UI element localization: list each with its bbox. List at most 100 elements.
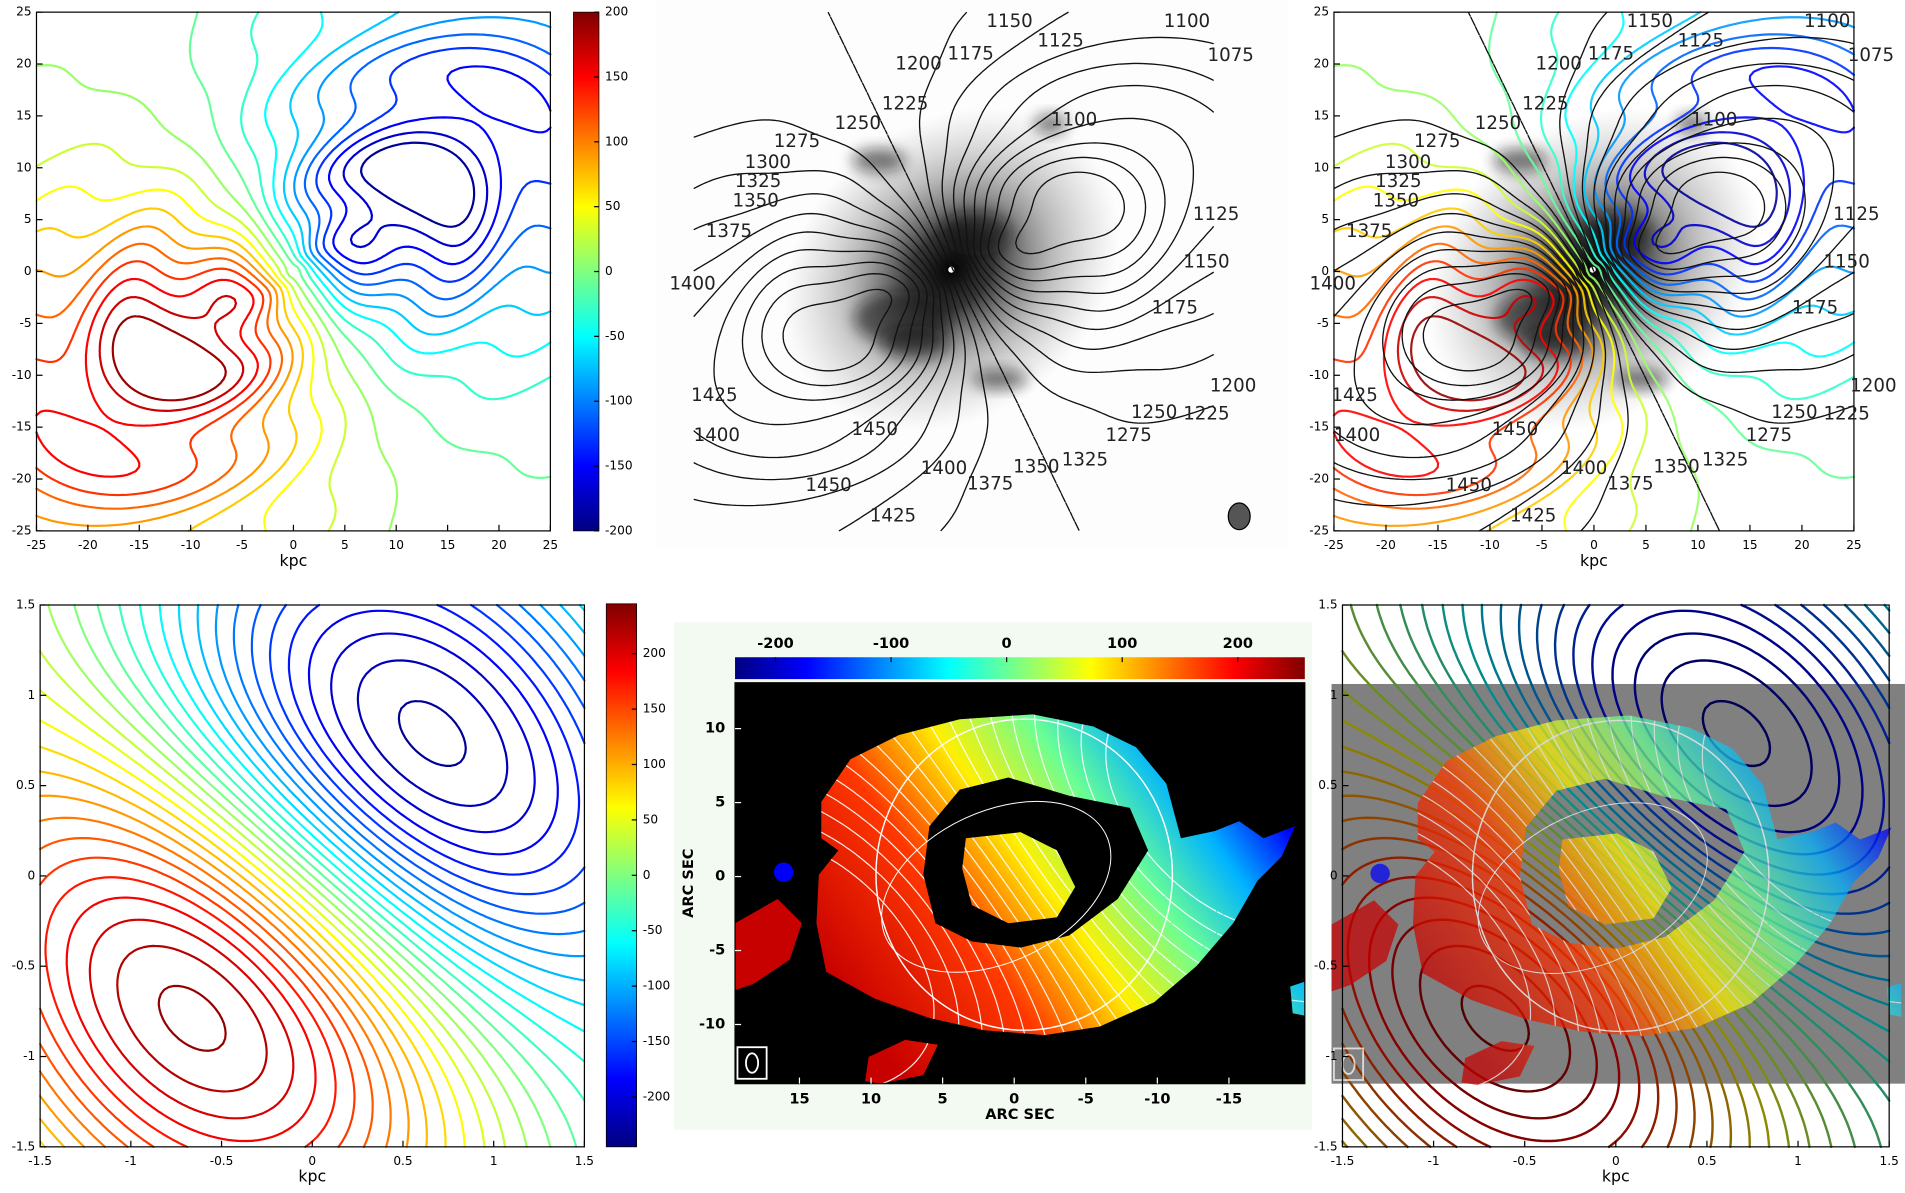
- galaxy-knot: [1033, 114, 1068, 134]
- contour-line: [1581, 11, 1855, 374]
- x-tick-label: 0.5: [393, 1154, 412, 1168]
- y-tick-label: -25: [12, 523, 32, 537]
- contour-line: [293, 16, 552, 318]
- colorbar-tick-label: -50: [643, 923, 663, 937]
- y-tick-label: 20: [1314, 57, 1329, 71]
- contour-line: [782, 288, 893, 372]
- contour-label: 1375: [706, 221, 752, 242]
- contour-line: [952, 36, 1214, 350]
- contour-line: [232, 603, 586, 936]
- contour-line: [268, 603, 586, 896]
- colorbar-tick-label: 200: [1223, 635, 1253, 652]
- contour-line: [157, 984, 227, 1052]
- velocity-region: [1370, 863, 1390, 884]
- contour-line: [963, 62, 1215, 331]
- contour-line: [1332, 260, 1572, 497]
- ring-overlay: [881, 800, 1112, 973]
- galaxy-knot: [880, 325, 949, 360]
- contour-line: [330, 632, 536, 834]
- contour-line: [1604, 33, 1856, 301]
- contour-line: [1593, 16, 1856, 318]
- contour-line: [240, 11, 552, 401]
- colorbar-tick-label: 100: [1107, 635, 1137, 652]
- x-tick-label: -20: [78, 538, 98, 552]
- colorbar-tick-label: -100: [605, 394, 633, 408]
- x-tick-label: 1: [1794, 1154, 1802, 1168]
- contour-line: [35, 242, 284, 510]
- contour-label: 1325: [1702, 449, 1748, 470]
- contour-label: 1100: [1691, 109, 1737, 130]
- contour-line: [177, 603, 586, 1007]
- contour-line: [941, 11, 1215, 374]
- colorbar: [735, 657, 1305, 680]
- x-tick-label: 0: [290, 538, 298, 552]
- contour-line: [713, 248, 928, 426]
- velocity-region: [1412, 715, 1892, 1037]
- contour-label: 1450: [805, 475, 851, 496]
- y-tick-label: 1: [28, 688, 36, 702]
- contour-line: [96, 603, 578, 1148]
- contour-line: [1410, 315, 1527, 402]
- contour-label: 1400: [1334, 425, 1380, 446]
- beam: [1227, 502, 1251, 531]
- y-tick-label: -20: [1309, 472, 1329, 486]
- y-tick-label: -0.5: [1314, 959, 1338, 973]
- x-tick-label: 1.5: [575, 1154, 594, 1168]
- beam-box: [736, 1046, 768, 1080]
- velocity-region: [1886, 982, 1902, 1017]
- y-tick-label: -5: [709, 942, 725, 959]
- contour-line: [35, 260, 272, 497]
- contour-line: [1332, 185, 1624, 532]
- y-tick-label: -25: [1309, 523, 1329, 537]
- contour-line: [250, 603, 586, 915]
- contour-line: [827, 11, 1080, 532]
- contour-line: [1396, 294, 1545, 412]
- contour-label: 1200: [1536, 53, 1582, 74]
- contour-line: [356, 659, 509, 808]
- contour-line: [303, 33, 552, 301]
- beam: [745, 1052, 760, 1074]
- x-tick-label: -0.5: [210, 1154, 234, 1168]
- y-tick-label: 25: [16, 5, 31, 19]
- contour-label: 1200: [895, 53, 941, 74]
- x-tick-label: 0: [1009, 1090, 1019, 1107]
- plot-frame: [734, 682, 1306, 1085]
- contour-label: 1250: [1475, 113, 1521, 134]
- x-axis-label: ARC SEC: [985, 1106, 1054, 1123]
- contour-label: 1225: [1183, 403, 1229, 424]
- contour-line: [1637, 156, 1787, 271]
- contour-label: 1325: [1062, 449, 1108, 470]
- contour-label: 1325: [1375, 171, 1421, 192]
- ring-overlay: [1477, 802, 1708, 974]
- colorbar-tick-label: 100: [605, 134, 628, 148]
- colorbar-tick-label: 0: [643, 868, 651, 882]
- contour-line: [35, 225, 294, 527]
- colorbar-tick-label: -50: [605, 329, 625, 343]
- contour-line: [693, 231, 935, 459]
- x-tick-label: -20: [1376, 538, 1396, 552]
- contour-line: [1488, 11, 1856, 479]
- contour-label: 1325: [735, 171, 781, 192]
- y-tick-label: 1.5: [16, 598, 35, 612]
- x-tick-label: 20: [491, 538, 506, 552]
- x-axis-label: kpc: [1580, 551, 1608, 570]
- x-tick-label: 1.5: [1880, 1154, 1899, 1168]
- contour-line: [342, 131, 489, 249]
- y-tick-label: 10: [16, 160, 31, 174]
- contour-line: [1593, 36, 1855, 350]
- contour-label: 1275: [1746, 425, 1792, 446]
- x-tick-label: -5: [1536, 538, 1548, 552]
- contour-line: [214, 603, 586, 958]
- contour-label: 1300: [745, 152, 791, 173]
- ring-overlay: [875, 718, 1174, 1031]
- contour-label: 1425: [1510, 505, 1556, 526]
- contour-label: 1375: [1607, 474, 1653, 495]
- y-tick-label: 1.5: [1318, 598, 1337, 612]
- x-tick-label: 0: [1590, 538, 1598, 552]
- contour-label: 1350: [1653, 457, 1699, 478]
- x-tick-label: -15: [1216, 1090, 1242, 1107]
- velocity-region: [1461, 1041, 1535, 1085]
- x-tick-label: 0: [308, 1154, 316, 1168]
